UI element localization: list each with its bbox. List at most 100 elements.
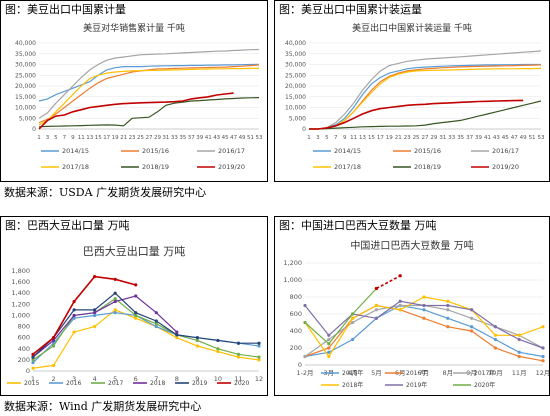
series-line <box>304 288 377 345</box>
x-tick-label: 5 <box>325 135 329 141</box>
x-tick-label: 35 <box>179 135 186 141</box>
x-tick-label: 13 <box>359 135 366 141</box>
x-tick-label: 23 <box>404 135 411 141</box>
x-tick-label: 1 <box>307 135 311 141</box>
y-tick-label: 10,000 <box>15 105 36 112</box>
data-point <box>51 344 56 348</box>
x-tick-label: 49 <box>239 135 246 141</box>
x-tick-label: 21 <box>120 135 127 141</box>
legend-label: 2017 <box>108 380 123 387</box>
y-tick-label: 200 <box>18 356 30 364</box>
panel-title: 图：美豆出口中国累计装运量 <box>279 3 422 16</box>
data-point <box>541 346 545 350</box>
x-tick-label: 3 <box>72 375 76 383</box>
x-tick-label: 31 <box>439 135 446 141</box>
data-point <box>31 366 35 370</box>
y-tick-label: 35,000 <box>15 51 36 58</box>
data-point <box>154 319 158 323</box>
x-tick-label: 35 <box>457 135 464 141</box>
data-point <box>72 330 76 334</box>
y-tick-label: 30,000 <box>15 62 36 69</box>
legend-label: 2016/17 <box>492 147 519 155</box>
series-line <box>309 99 524 130</box>
data-point <box>541 359 545 363</box>
data-point <box>154 311 158 315</box>
data-point <box>351 337 355 342</box>
data-point <box>327 350 331 354</box>
data-point <box>374 286 378 291</box>
data-point <box>470 329 474 333</box>
legend-label: 2016/17 <box>218 147 245 155</box>
legend-label: 2016 <box>66 380 81 387</box>
data-point <box>517 350 521 354</box>
legend-label: 2017/18 <box>62 163 89 171</box>
x-tick-label: 33 <box>448 135 455 141</box>
data-point <box>113 311 117 315</box>
series-line <box>38 63 260 102</box>
legend-label: 2016年 <box>406 369 427 377</box>
y-tick-label: 15,000 <box>285 94 306 101</box>
data-point <box>72 313 76 318</box>
x-tick-label: 7 <box>154 375 158 383</box>
data-point <box>72 308 76 312</box>
data-point <box>257 341 261 345</box>
x-tick-label: 19 <box>112 135 119 141</box>
x-tick-label: 9 <box>343 135 347 141</box>
chart-china-imports-brazil-soy: 中国进口巴西大豆数量 万吨 0 200 400 600 800 1,000 1,200 1-2月… <box>283 239 549 389</box>
x-tick-label: 25 <box>413 135 420 141</box>
y-tick-label: 400 <box>18 345 30 353</box>
legend-label: 2014/15 <box>62 147 89 155</box>
x-tick-label: 17 <box>103 135 110 141</box>
x-tick-label: 5 <box>113 375 117 383</box>
data-point <box>398 308 402 312</box>
data-point <box>154 324 158 329</box>
x-tick-label: 23 <box>129 135 136 141</box>
data-point <box>327 342 331 346</box>
series-line <box>38 92 234 130</box>
legend-label: 2015/16 <box>414 147 441 155</box>
legend-label: 2020 <box>234 380 249 387</box>
x-tick-label: 51 <box>247 135 254 141</box>
x-tick-label: 53 <box>256 135 263 141</box>
data-point <box>327 337 331 342</box>
y-tick-label: 35,000 <box>285 51 306 58</box>
data-point <box>216 347 220 351</box>
x-tick-label: 47 <box>511 135 518 141</box>
data-point <box>134 311 138 315</box>
data-point <box>31 355 35 359</box>
data-point <box>446 308 450 312</box>
y-tick-label: 1,600 <box>11 278 30 286</box>
data-point <box>113 299 117 304</box>
data-point <box>113 297 117 301</box>
x-tick-label: 9月 <box>466 369 477 377</box>
data-point <box>541 354 545 359</box>
x-tick-label: 7月 <box>419 369 430 377</box>
data-point <box>493 325 497 329</box>
y-tick-label: 20,000 <box>15 83 36 90</box>
data-point <box>374 303 378 308</box>
data-point <box>470 316 474 320</box>
series-line <box>309 50 542 130</box>
data-point <box>134 294 138 298</box>
data-point <box>195 338 199 343</box>
x-tick-label: 9 <box>71 135 75 141</box>
data-point <box>93 308 97 312</box>
panel-title: 图：巴西大豆出口量 万吨 <box>5 219 130 232</box>
data-point <box>216 349 220 354</box>
data-point <box>493 333 497 337</box>
data-point <box>134 313 138 318</box>
data-point <box>351 312 355 316</box>
x-tick-label: 13 <box>86 135 93 141</box>
data-point <box>446 299 450 303</box>
x-tick-label: 4月 <box>347 369 358 377</box>
x-tick-label: 12 <box>255 375 263 383</box>
y-tick-label: 0 <box>26 367 30 375</box>
x-tick-label: 31 <box>162 135 169 141</box>
data-point <box>113 291 117 295</box>
x-tick-label: 41 <box>484 135 491 141</box>
x-tick-label: 12月 <box>536 369 549 377</box>
data-point <box>398 274 402 278</box>
y-tick-label: 15,000 <box>15 94 36 101</box>
x-tick-label: 11 <box>78 135 85 141</box>
data-point <box>31 361 35 365</box>
